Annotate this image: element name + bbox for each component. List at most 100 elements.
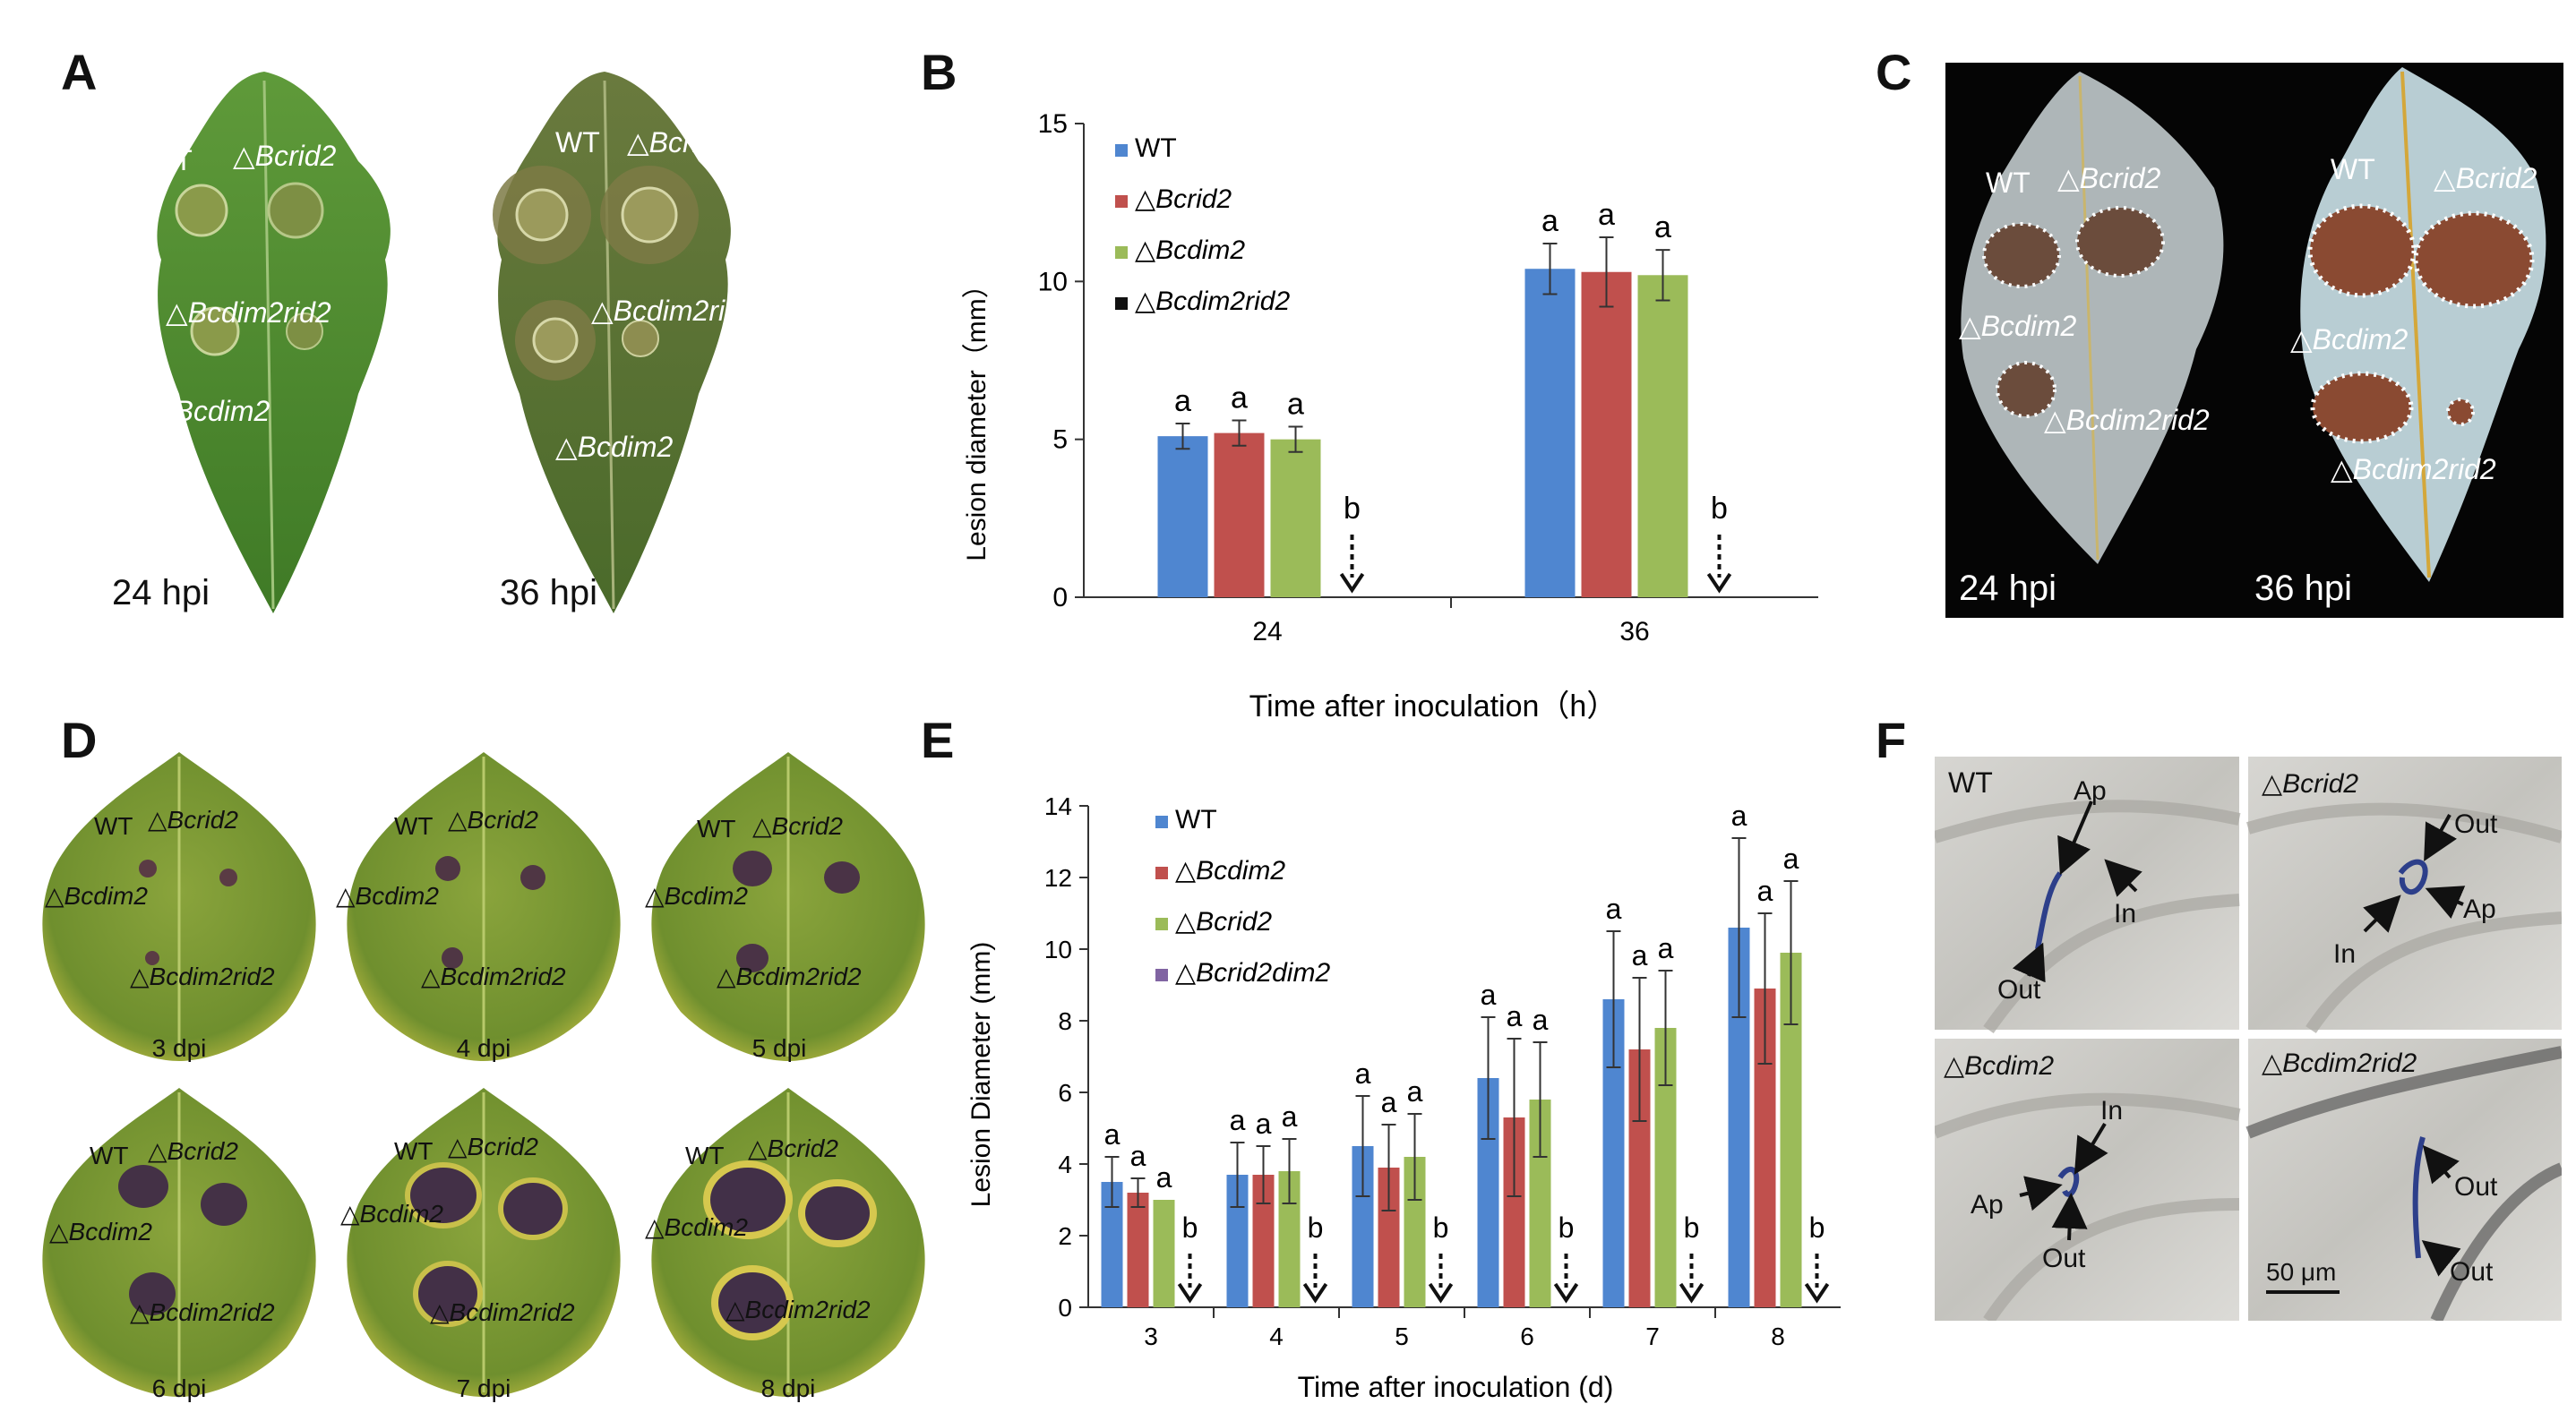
chartE-letter-2-0: a <box>1156 1161 1172 1194</box>
chartB-nolesion-arrowhead-3-1 <box>1706 572 1732 594</box>
chartB-bar-0-0 <box>1157 436 1208 597</box>
chartE-errbar-1-4 <box>1632 977 1647 1122</box>
chartE-ytick-label-6: 12 <box>1044 864 1072 892</box>
chartE-letter-0-2: a <box>1355 1057 1371 1090</box>
chart-e-ylabel: Lesion Diameter (mm) <box>966 942 996 1208</box>
a36-label-wt: WT <box>555 126 600 158</box>
panel-label-e: E <box>921 712 955 768</box>
panel-f-photo: WT Ap In Out △Bcrid2 Out Ap In △Bcdim2 I… <box>1935 757 2562 1321</box>
panel-label-d: D <box>61 712 98 768</box>
chartE-ytick-label-4: 8 <box>1058 1007 1072 1035</box>
f-wt-title: WT <box>1948 766 1993 799</box>
chartE-xtick-label-0: 3 <box>1144 1323 1158 1350</box>
chartB-letter-0-0: a <box>1174 384 1191 418</box>
chartE-letter-2-3: a <box>1533 1004 1549 1036</box>
c24-label-dim2rid2: △Bcdim2rid2 <box>2044 404 2210 436</box>
chartE-nolesion-arrowhead-3-0 <box>1177 1282 1203 1304</box>
chartE-letter-3-0: b <box>1182 1211 1198 1244</box>
chartE-legend-swatch-2 <box>1155 918 1168 930</box>
chartE-letter-1-1: a <box>1256 1108 1272 1140</box>
panel-d-photo: WT △Bcrid2 △Bcdim2 △Bcdim2rid2 3 dpi WT … <box>40 750 927 1402</box>
d6-caption: 8 dpi <box>761 1374 816 1402</box>
chartE-errbar-0-5 <box>1731 837 1747 1018</box>
d-leaf-8dpi <box>649 1086 927 1399</box>
d4-dim2: △Bcdim2 <box>49 1218 152 1246</box>
a36-label-crid2: △Bcrid2 <box>627 126 731 158</box>
chartE-legend-swatch-1 <box>1155 867 1168 879</box>
micro-dim2: △Bcdim2 In Ap Out <box>1935 1039 2241 1321</box>
leaf-24hpi: WT △Bcrid2 △Bcdim2rid2 △Bcdim2 24 hpi <box>112 72 391 613</box>
chartB-ytick-label-3: 15 <box>1038 109 1068 139</box>
d-leaf-6dpi <box>40 1086 318 1399</box>
d5-crid2: △Bcrid2 <box>448 1133 538 1160</box>
chartE-ytick-label-5: 10 <box>1044 936 1072 963</box>
a36-label-dim2: △Bcdim2 <box>555 431 674 463</box>
chartE-letter-1-4: a <box>1632 939 1648 972</box>
chartE-errbar-0-3 <box>1481 1016 1496 1140</box>
chartE-letter-3-2: b <box>1433 1211 1449 1244</box>
d4-dim2rid2: △Bcdim2rid2 <box>130 1298 275 1326</box>
chartE-ytick-label-7: 14 <box>1044 792 1072 820</box>
chartE-ytick-label-0: 0 <box>1058 1294 1072 1322</box>
d1-wt: WT <box>94 812 133 840</box>
chartE-ytick-label-3: 6 <box>1058 1079 1072 1107</box>
chartE-xtick-label-2: 5 <box>1395 1323 1409 1350</box>
a24-label-dim2rid2: △Bcdim2rid2 <box>166 296 331 329</box>
c36-label-dim2rid2: △Bcdim2rid2 <box>2331 453 2496 485</box>
chartE-legend-label-3: △Bcrid2dim2 <box>1175 958 1330 988</box>
c36-label-crid2: △Bcrid2 <box>2434 162 2537 194</box>
d3-caption: 5 dpi <box>752 1034 807 1062</box>
chartE-letter-3-4: b <box>1684 1211 1700 1244</box>
chartB-legend-label-3: △Bcdim2rid2 <box>1135 287 1290 316</box>
chartB-letter-2-1: a <box>1654 210 1671 244</box>
d4-caption: 6 dpi <box>152 1374 207 1402</box>
d6-dim2: △Bcdim2 <box>645 1213 748 1241</box>
chartE-nolesion-arrowhead-3-1 <box>1302 1282 1328 1304</box>
chartE-letter-3-5: b <box>1809 1211 1825 1244</box>
f-wt-ap: Ap <box>2074 776 2107 806</box>
c36-label-wt: WT <box>2331 153 2375 185</box>
d6-dim2rid2: △Bcdim2rid2 <box>726 1296 871 1323</box>
chartB-xtick-label-1: 36 <box>1619 617 1649 646</box>
chartE-xtick-label-1: 4 <box>1269 1323 1284 1350</box>
chartE-errbar-2-4 <box>1658 970 1673 1086</box>
chartE-ytick-label-1: 2 <box>1058 1222 1072 1250</box>
chartB-ytick-label-0: 0 <box>1052 583 1068 612</box>
chartE-errbar-1-2 <box>1381 1124 1396 1211</box>
chartE-xtick-label-4: 7 <box>1645 1323 1660 1350</box>
chartB-errbar-0-1 <box>1542 243 1558 295</box>
c24-label-wt: WT <box>1986 167 2031 199</box>
chartB-legend-label-0: WT <box>1135 133 1177 163</box>
chartB-bar-1-1 <box>1581 271 1632 597</box>
chartE-errbar-2-3 <box>1533 1041 1548 1158</box>
chartB-letter-1-1: a <box>1598 198 1615 232</box>
chartE-bar-1-0 <box>1127 1193 1149 1307</box>
f-dim2-ap: Ap <box>1971 1190 2004 1220</box>
chartE-letter-0-5: a <box>1731 800 1747 832</box>
f-dim2rid2-title: △Bcdim2rid2 <box>2262 1049 2417 1078</box>
chart-e-xlabel: Time after inoculation (d) <box>1298 1371 1614 1403</box>
chartE-errbar-0-1 <box>1230 1142 1245 1208</box>
chart-b-ylabel: Lesion diameter（mm） <box>962 271 992 561</box>
d3-dim2rid2: △Bcdim2rid2 <box>717 963 862 990</box>
chartE-errbar-0-4 <box>1606 930 1621 1068</box>
panel-c-photo: WT △Bcrid2 △Bcdim2 △Bcdim2rid2 24 hpi WT… <box>1945 63 2563 618</box>
chartB-bar-2-1 <box>1637 275 1688 597</box>
f-dim2rid2-out2: Out <box>2450 1257 2494 1287</box>
chartB-letter-2-0: a <box>1287 388 1304 422</box>
leaf-c-36hpi: WT △Bcrid2 △Bcdim2 △Bcdim2rid2 36 hpi <box>2254 67 2546 608</box>
d5-dim2rid2: △Bcdim2rid2 <box>430 1298 575 1326</box>
chartE-ytick-label-2: 4 <box>1058 1151 1072 1178</box>
d-leaf-5dpi <box>649 750 927 1063</box>
chartB-letter-3-0: b <box>1344 492 1361 526</box>
chartE-errbar-2-1 <box>1282 1138 1297 1204</box>
d4-wt: WT <box>90 1142 129 1169</box>
a24-label-crid2: △Bcrid2 <box>233 140 337 172</box>
c36-caption: 36 hpi <box>2254 569 2352 608</box>
c24-caption: 24 hpi <box>1959 569 2057 608</box>
d1-dim2rid2: △Bcdim2rid2 <box>130 963 275 990</box>
chartE-errbar-0-2 <box>1355 1095 1370 1197</box>
f-dim2rid2-out1: Out <box>2454 1172 2498 1202</box>
chartE-letter-1-5: a <box>1757 875 1773 907</box>
chartE-legend-label-2: △Bcrid2 <box>1175 907 1272 937</box>
